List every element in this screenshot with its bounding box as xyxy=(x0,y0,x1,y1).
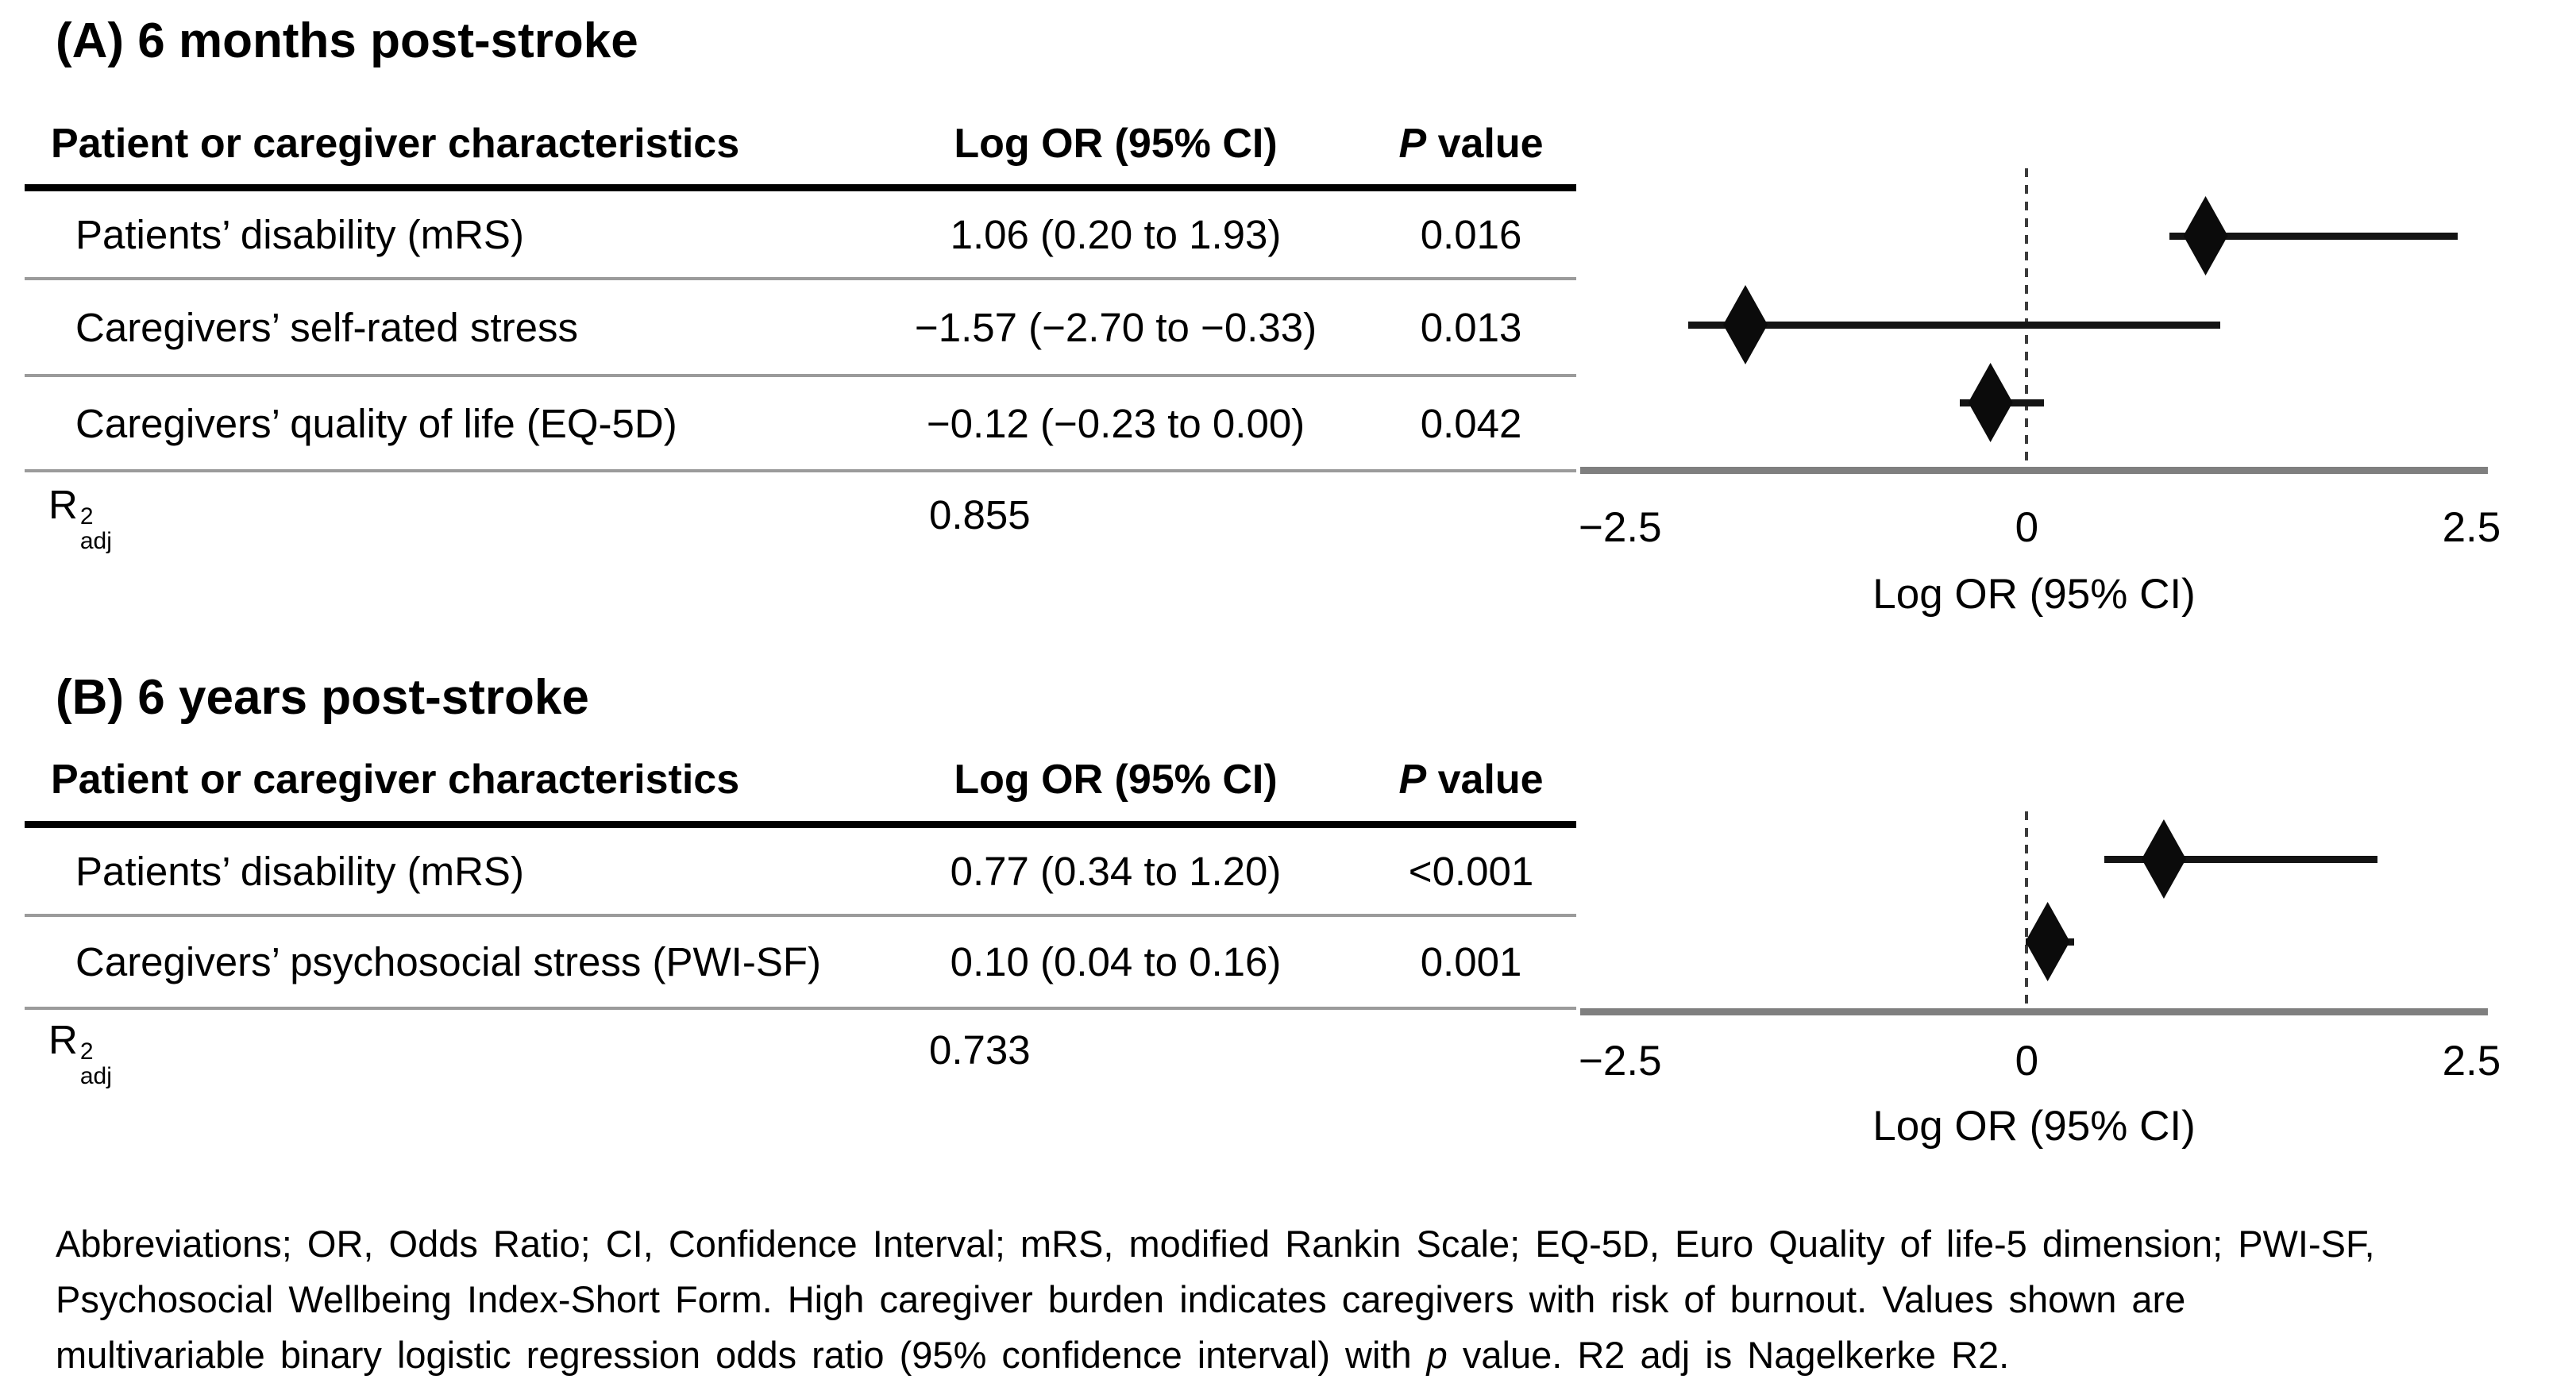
row-p-value: 0.001 xyxy=(1420,939,1522,984)
row-label: Patients’ disability (mRS) xyxy=(75,211,524,257)
row-label: Caregivers’ self-rated stress xyxy=(75,304,578,350)
row-label: Caregivers’ psychosocial stress (PWI-SF) xyxy=(75,939,821,984)
r2-adj-value: 0.733 xyxy=(929,1027,1031,1073)
footnote-line-1: Abbreviations; OR, Odds Ratio; CI, Confi… xyxy=(56,1223,2375,1265)
r2-supsub: 2 adj xyxy=(79,503,112,554)
p-header-rest: value xyxy=(1426,757,1544,803)
ci-line xyxy=(2104,856,2377,863)
r2-base: R xyxy=(48,1016,78,1062)
panel-a-table: Patient or caregiver characteristics Log… xyxy=(25,103,1576,557)
r2-adj-label: R 2 adj xyxy=(25,481,866,554)
r2-adj-row: R 2 adj 0.855 xyxy=(25,472,1576,557)
p-header-italic: P xyxy=(1398,757,1427,803)
table-row: Patients’ disability (mRS) 1.06 (0.20 to… xyxy=(25,191,1576,280)
x-axis-tick-label: 2.5 xyxy=(2442,504,2501,551)
x-axis-line xyxy=(1580,1008,2488,1015)
x-axis-tick-label: −2.5 xyxy=(1578,504,1662,551)
footnote-line-3: multivariable binary logistic regression… xyxy=(56,1327,2557,1383)
header-characteristics: Patient or caregiver characteristics xyxy=(51,757,740,803)
r2-adj-label: R 2 adj xyxy=(25,1016,866,1089)
r2-adj-value: 0.855 xyxy=(929,491,1031,537)
point-diamond xyxy=(1968,363,2013,442)
r2-base: R xyxy=(48,481,78,527)
header-p-value: P value xyxy=(1366,120,1576,168)
r2-sup: 2 xyxy=(79,1038,94,1065)
r2-sub: adj xyxy=(79,528,112,554)
table-row: Caregivers’ self-rated stress −1.57 (−2.… xyxy=(25,280,1576,377)
ci-line xyxy=(2169,233,2458,240)
header-log-or: Log OR (95% CI) xyxy=(954,121,1278,167)
x-axis-tick-label: 0 xyxy=(2015,1038,2039,1084)
footnote-p-italic: p xyxy=(1426,1334,1448,1376)
row-label: Patients’ disability (mRS) xyxy=(75,848,524,894)
header-characteristics: Patient or caregiver characteristics xyxy=(51,121,740,167)
point-diamond xyxy=(2141,819,2186,899)
row-log-or: 0.77 (0.34 to 1.20) xyxy=(950,848,1282,894)
ci-line xyxy=(1688,322,2220,329)
x-axis-title: Log OR (95% CI) xyxy=(1872,1103,2196,1150)
panel-a-title: (A) 6 months post-stroke xyxy=(56,13,638,68)
point-diamond xyxy=(2183,196,2228,275)
header-log-or: Log OR (95% CI) xyxy=(954,757,1278,803)
x-axis-title: Log OR (95% CI) xyxy=(1872,571,2196,618)
row-label: Caregivers’ quality of life (EQ-5D) xyxy=(75,400,677,446)
point-diamond xyxy=(2025,902,2070,981)
panel-b-title: (B) 6 years post-stroke xyxy=(56,670,589,725)
table-a-header-row: Patient or caregiver characteristics Log… xyxy=(25,103,1576,191)
row-p-value: 0.013 xyxy=(1420,304,1522,350)
r2-sup: 2 xyxy=(79,503,94,530)
x-axis-line xyxy=(1580,467,2488,474)
footnote-line-3-pre: multivariable binary logistic regression… xyxy=(56,1334,1427,1376)
figure-footnote: Abbreviations; OR, Odds Ratio; CI, Confi… xyxy=(56,1216,2557,1383)
r2-sub: adj xyxy=(79,1063,112,1089)
row-p-value: <0.001 xyxy=(1408,848,1534,894)
header-p-value: P value xyxy=(1366,756,1576,803)
table-row: Caregivers’ quality of life (EQ-5D) −0.1… xyxy=(25,377,1576,472)
row-log-or: −0.12 (−0.23 to 0.00) xyxy=(926,400,1305,446)
row-log-or: 0.10 (0.04 to 0.16) xyxy=(950,939,1282,984)
p-header-rest: value xyxy=(1426,121,1544,167)
table-row: Patients’ disability (mRS) 0.77 (0.34 to… xyxy=(25,828,1576,917)
row-p-value: 0.016 xyxy=(1420,211,1522,257)
r2-adj-row: R 2 adj 0.733 xyxy=(25,1010,1576,1089)
x-axis-tick-label: 2.5 xyxy=(2442,1038,2501,1084)
footnote-line-2: Psychosocial Wellbeing Index-Short Form.… xyxy=(56,1278,2186,1320)
point-diamond xyxy=(1723,285,1768,364)
r2-supsub: 2 adj xyxy=(79,1038,112,1089)
row-log-or: −1.57 (−2.70 to −0.33) xyxy=(914,304,1317,350)
zero-reference-line xyxy=(2025,168,2029,465)
footnote-line-3-post: value. R2 adj is Nagelkerke R2. xyxy=(1447,1334,2010,1376)
x-axis-tick-label: −2.5 xyxy=(1578,1038,1662,1084)
table-row: Caregivers’ psychosocial stress (PWI-SF)… xyxy=(25,917,1576,1010)
p-header-italic: P xyxy=(1398,121,1427,167)
row-p-value: 0.042 xyxy=(1420,400,1522,446)
row-log-or: 1.06 (0.20 to 1.93) xyxy=(950,211,1282,257)
x-axis-tick-label: 0 xyxy=(2015,504,2039,551)
zero-reference-line xyxy=(2025,811,2029,1006)
panel-b-table: Patient or caregiver characteristics Log… xyxy=(25,738,1576,1089)
table-b-header-row: Patient or caregiver characteristics Log… xyxy=(25,738,1576,828)
